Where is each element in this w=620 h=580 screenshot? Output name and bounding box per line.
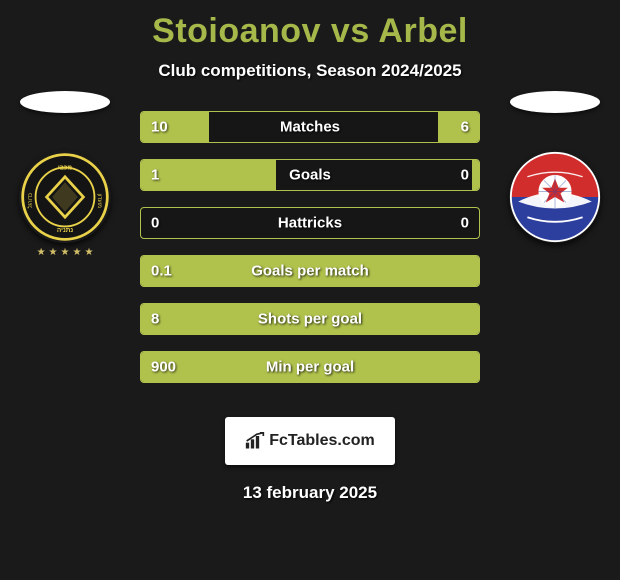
fctables-watermark: FcTables.com [225,417,395,465]
svg-text:מכבי: מכבי [58,164,73,171]
country-flag-left [20,91,110,113]
stat-label: Goals per match [141,263,479,280]
comparison-area: מכבי נתניה כדורגל מועדון ★ ★ ★ ★ ★ [0,111,620,391]
date-label: 13 february 2025 [0,483,620,503]
star-icon: ★ [61,247,70,258]
root: Stoioanov vs Arbel Club competitions, Se… [0,12,620,580]
country-flag-right [510,91,600,113]
stat-label: Hattricks [141,215,479,232]
svg-text:נתניה: נתניה [57,227,74,234]
player-left-column: מכבי נתניה כדורגל מועדון ★ ★ ★ ★ ★ [0,91,130,258]
stat-row: 106Matches [140,111,480,143]
stat-label: Goals [141,167,479,184]
club-badge-left-stars: ★ ★ ★ ★ ★ [37,247,94,258]
stat-row: 8Shots per goal [140,303,480,335]
page-title: Stoioanov vs Arbel [0,12,620,51]
club-badge-right-svg [509,151,601,243]
stats-column: 106Matches 10Goals 00Hattricks 0.1Goals per… [140,111,480,399]
stat-label: Shots per goal [141,311,479,328]
player-right-column [490,91,620,243]
page-subtitle: Club competitions, Season 2024/2025 [0,61,620,81]
star-icon: ★ [84,247,93,258]
stat-row: 900Min per goal [140,351,480,383]
star-icon: ★ [49,247,58,258]
club-badge-left-svg: מכבי נתניה כדורגל מועדון [19,151,111,243]
fctables-icon [245,432,265,450]
stat-row: 10Goals [140,159,480,191]
svg-text:כדורגל: כדורגל [27,193,34,208]
fctables-inner: FcTables.com [245,432,375,450]
svg-text:מועדון: מועדון [96,194,102,209]
star-icon: ★ [37,247,46,258]
fctables-label: FcTables.com [269,432,375,450]
star-icon: ★ [72,247,81,258]
stat-label: Min per goal [141,359,479,376]
club-badge-right [509,151,601,243]
stat-row: 00Hattricks [140,207,480,239]
stat-label: Matches [141,119,479,136]
stat-row: 0.1Goals per match [140,255,480,287]
club-badge-left: מכבי נתניה כדורגל מועדון [19,151,111,243]
